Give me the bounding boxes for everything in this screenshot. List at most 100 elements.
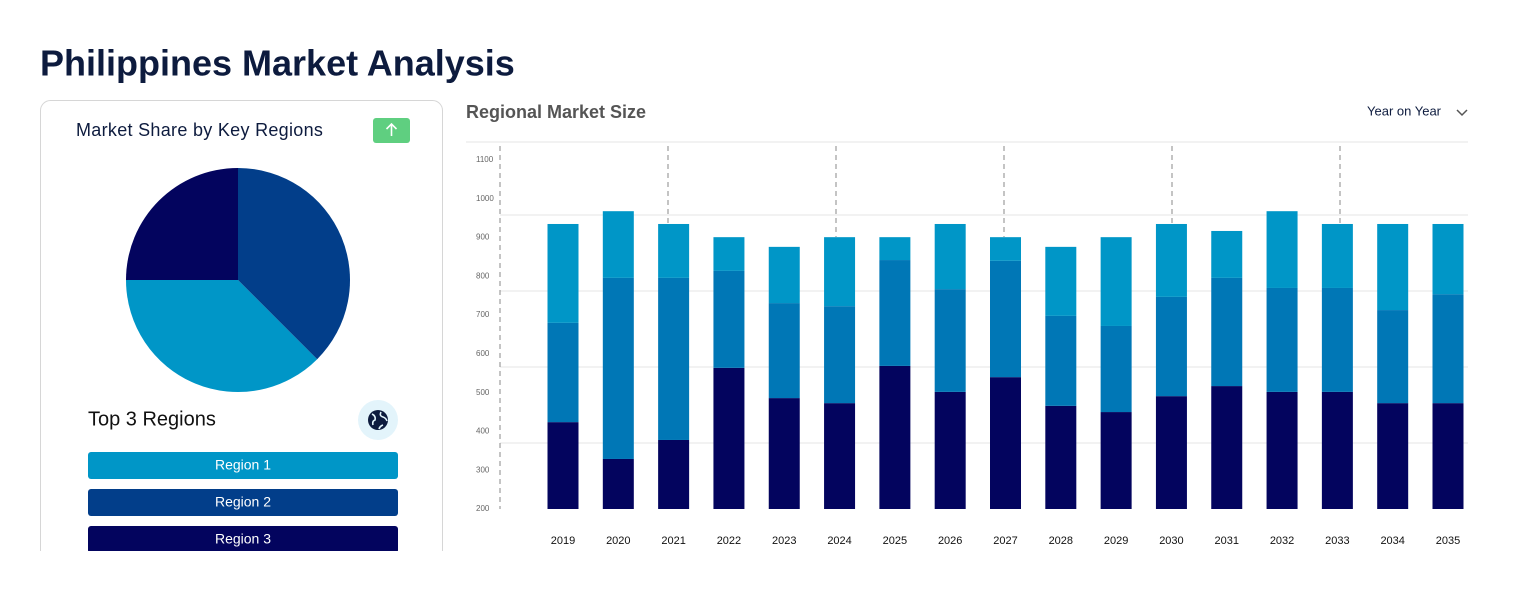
bar-segment	[1321, 287, 1353, 392]
bar-segment	[1266, 391, 1298, 509]
bar-segment	[1155, 223, 1187, 297]
x-tick-label: 2022	[717, 535, 741, 547]
bar-segment	[934, 289, 966, 392]
x-tick-label: 2032	[1270, 535, 1294, 547]
bar-segment	[602, 458, 634, 509]
x-tick-label: 2031	[1215, 535, 1239, 547]
pie-chart	[126, 168, 350, 392]
region-button-label[interactable]: Region 2	[215, 494, 271, 510]
bar-segment	[1211, 230, 1243, 278]
x-tick-label: 2034	[1380, 535, 1404, 547]
bar-segment	[768, 246, 800, 304]
bar-segment	[879, 260, 911, 366]
bar-segment	[547, 422, 579, 509]
pie-slice	[126, 280, 318, 392]
bar-segment	[1100, 412, 1132, 509]
bar-segment	[1045, 246, 1077, 316]
y-tick-label: 500	[476, 388, 490, 397]
x-tick-label: 2020	[606, 535, 630, 547]
bar-segment	[1211, 277, 1243, 387]
y-tick-label: 200	[476, 504, 490, 513]
bar-segment	[1266, 211, 1298, 288]
bar-segment	[990, 237, 1021, 261]
bar-segment	[658, 223, 690, 278]
period-label[interactable]: Year on Year	[1367, 103, 1442, 118]
export-button[interactable]	[373, 118, 410, 143]
page-title: Philippines Market Analysis	[40, 43, 515, 84]
bar-segment	[824, 403, 856, 509]
bar-segment	[879, 237, 911, 261]
bar-segment	[934, 391, 966, 509]
globe-icon	[368, 410, 388, 430]
chart-title: Regional Market Size	[466, 102, 646, 122]
bar-segment	[602, 211, 634, 278]
y-tick-label: 1000	[476, 194, 494, 203]
x-tick-label: 2028	[1049, 535, 1073, 547]
x-tick-label: 2021	[661, 535, 685, 547]
bar-segment	[658, 439, 690, 509]
bar-segment	[824, 237, 856, 307]
globe-button[interactable]	[358, 400, 398, 440]
bar-segment	[713, 237, 745, 271]
region-button-bg[interactable]	[88, 489, 398, 516]
y-tick-label: 300	[476, 465, 490, 474]
x-tick-label: 2027	[993, 535, 1017, 547]
card-title: Market Share by Key Regions	[76, 120, 323, 140]
bar-segment	[1321, 223, 1353, 288]
regions-title: Top 3 Regions	[88, 408, 216, 430]
bar-segment	[1045, 405, 1077, 509]
region-buttons: Region 1 Region 2 Region 3	[88, 452, 398, 553]
region-button[interactable]: Region 3	[88, 526, 398, 553]
y-tick-label: 400	[476, 427, 490, 436]
plot-area: 200 300 400 500 600 700 800 900 1000 1100 2019 2020…	[476, 155, 1464, 547]
bar-segment	[990, 377, 1021, 509]
bar-segment	[768, 398, 800, 509]
bar-segment	[879, 365, 911, 509]
bar-segment	[1155, 296, 1187, 397]
period-dropdown[interactable]: Year on Year	[1367, 103, 1468, 118]
bar-segment	[1432, 223, 1464, 295]
y-tick-label: 800	[476, 271, 490, 280]
y-tick-label: 700	[476, 310, 490, 319]
bar-segment	[602, 277, 634, 459]
x-tick-label: 2019	[551, 535, 575, 547]
market-share-card: Market Share by Key Regions Top 3 Region…	[40, 100, 443, 553]
y-tick-label: 900	[476, 233, 490, 242]
bar-segment	[1377, 310, 1409, 404]
up-arrow-icon	[385, 122, 398, 136]
region-button[interactable]: Region 2	[88, 489, 398, 516]
bar-segment	[1155, 396, 1187, 509]
bar-segment	[547, 322, 579, 423]
x-tick-label: 2026	[938, 535, 962, 547]
bar-segment	[1266, 287, 1298, 392]
bar-segment	[1045, 315, 1077, 406]
bar-segment	[1100, 237, 1132, 326]
y-tick-label: 600	[476, 349, 490, 358]
dashed-guides	[499, 146, 1341, 509]
region-button-bg[interactable]	[88, 452, 398, 479]
region-button-label[interactable]: Region 3	[215, 531, 271, 547]
region-button-label[interactable]: Region 1	[215, 457, 271, 473]
region-button[interactable]: Region 1	[88, 452, 398, 479]
bar-segment	[824, 306, 856, 404]
region-button-bg[interactable]	[88, 526, 398, 553]
globe-icon-detail	[371, 411, 388, 430]
x-tick-label: 2029	[1104, 535, 1128, 547]
bar-segment	[547, 223, 579, 323]
bar-segment	[934, 223, 966, 290]
x-tick-label: 2023	[772, 535, 796, 547]
y-tick-label: 1100	[476, 155, 494, 164]
x-tick-label: 2033	[1325, 535, 1349, 547]
bar-segment	[1377, 403, 1409, 509]
bar-segment	[1211, 386, 1243, 509]
bar-segment	[713, 367, 745, 509]
pie-slice	[126, 168, 238, 280]
x-tick-label: 2024	[827, 535, 851, 547]
bar-segment	[1432, 294, 1464, 404]
bar-segment	[990, 260, 1021, 378]
pie-slice	[238, 168, 350, 360]
bar-segment	[1321, 391, 1353, 509]
bar-segment	[658, 277, 690, 440]
bar-segment	[713, 270, 745, 368]
